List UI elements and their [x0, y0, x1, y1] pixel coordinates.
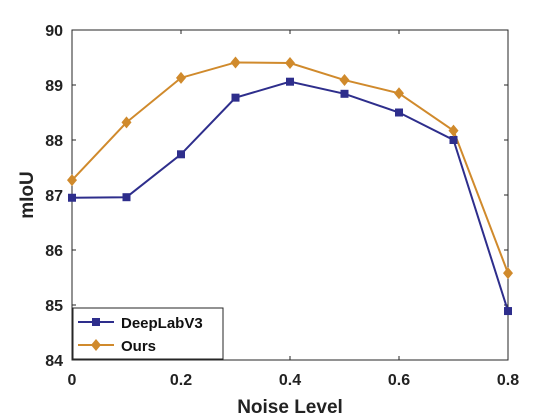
point-ours	[394, 87, 404, 100]
point-deeplabv3	[504, 307, 512, 316]
point-deeplabv3	[395, 108, 403, 117]
point-ours	[285, 57, 295, 69]
point-deeplabv3	[449, 136, 458, 144]
y-tick-label: 86	[45, 243, 63, 260]
legend-label-ours: Ours	[121, 338, 156, 355]
y-tick-label: 89	[45, 78, 63, 95]
legend: DeepLabV3 Ours	[72, 307, 224, 360]
x-tick-label: 0.8	[497, 372, 519, 389]
x-tick-label: 0	[68, 372, 77, 389]
y-tick-label: 87	[45, 188, 63, 205]
y-tick-label: 84	[45, 353, 63, 370]
axis-ticks: 0 0.2 0.4 0.6 0.8 84 85 86 87 88 89 90	[45, 23, 519, 389]
point-deeplabv3	[286, 77, 294, 86]
y-tick-label: 90	[45, 23, 63, 40]
point-deeplabv3	[340, 89, 349, 98]
x-tick-label: 0.4	[279, 372, 301, 389]
legend-marker-deeplabv3	[92, 318, 100, 326]
point-deeplabv3	[231, 93, 240, 102]
legend-box	[72, 307, 224, 360]
legend-marker-ours	[91, 339, 101, 351]
legend-label-deeplabv3: DeepLabV3	[121, 315, 203, 332]
point-ours	[67, 174, 77, 187]
point-ours	[339, 74, 350, 87]
point-ours	[121, 116, 132, 129]
point-ours	[448, 124, 459, 137]
x-axis-title: Noise Level	[237, 397, 343, 418]
point-deeplabv3	[68, 193, 76, 202]
point-deeplabv3	[177, 150, 185, 159]
point-ours	[230, 56, 241, 69]
point-deeplabv3	[122, 193, 131, 202]
x-tick-label: 0.2	[170, 372, 192, 389]
y-axis-title: mIoU	[17, 171, 38, 219]
point-ours	[176, 71, 186, 84]
series-markers	[67, 56, 513, 316]
y-tick-label: 88	[45, 133, 63, 150]
y-tick-label: 85	[45, 298, 63, 315]
point-ours	[503, 267, 513, 280]
x-tick-label: 0.6	[388, 372, 410, 389]
